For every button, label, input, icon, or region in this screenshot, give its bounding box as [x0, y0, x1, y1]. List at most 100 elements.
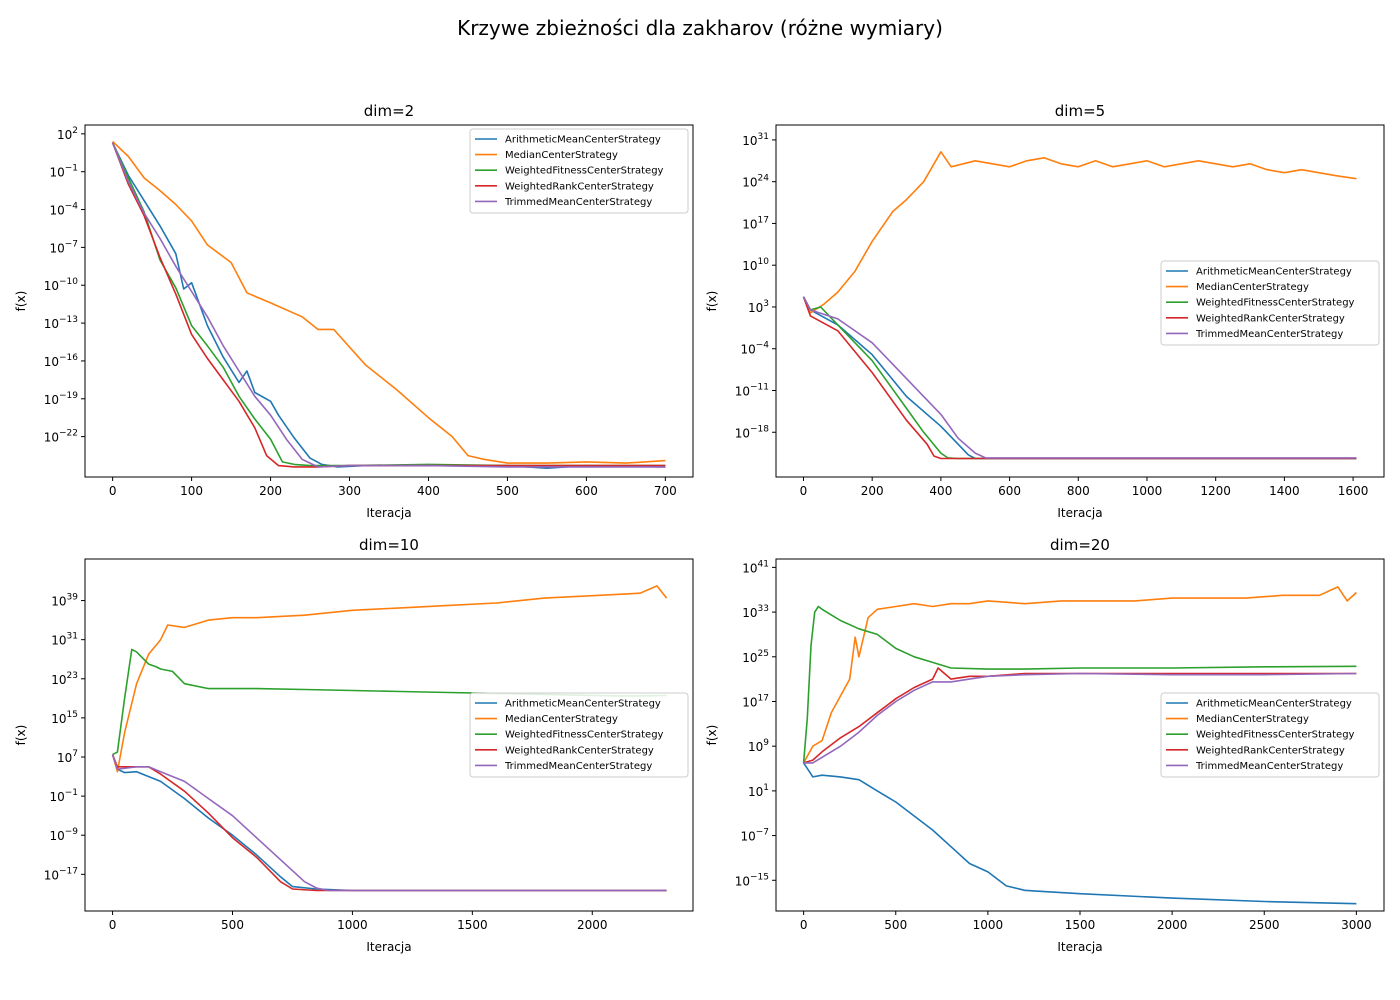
legend-entry: TrimmedMeanCenterStrategy [504, 197, 652, 208]
x-tick-label: 500 [221, 918, 244, 932]
legend-entry: MedianCenterStrategy [505, 714, 618, 725]
legend-entry: MedianCenterStrategy [1196, 282, 1309, 293]
x-tick-label: 200 [861, 484, 884, 498]
y-tick-label: 10−18 [735, 424, 770, 440]
legend-entry: MedianCenterStrategy [1196, 714, 1309, 725]
x-tick-label: 2000 [1157, 918, 1188, 932]
y-tick-label: 10−4 [740, 341, 769, 357]
legend-box [1160, 260, 1380, 346]
legend-entry: ArithmeticMeanCenterStrategy [1196, 267, 1352, 278]
legend-entry: WeightedFitnessCenterStrategy [505, 166, 664, 177]
subplot-3: 0 500 1000 1500 2000 1039 1031 1023 1015 107 10−1 1… [14, 536, 694, 954]
y-axis-label: f(x) [705, 725, 719, 746]
y-tick-label: 10−7 [49, 239, 78, 255]
x-axis-label: Iteracja [1057, 506, 1102, 520]
y-tick-label: 10−1 [49, 788, 78, 804]
x-axis-label: Iteracja [1057, 940, 1102, 954]
axes-frame [84, 558, 694, 912]
y-axis-label: f(x) [705, 291, 719, 312]
figure-title: Krzywe zbieżności dla zakharov (różne wy… [457, 16, 943, 40]
x-tick-label: 2500 [1249, 918, 1280, 932]
y-tick-label: 10−22 [44, 429, 78, 445]
y-tick-label: 10−7 [740, 828, 769, 844]
legend-entry: TrimmedMeanCenterStrategy [1195, 329, 1343, 340]
x-tick-label: 500 [496, 484, 519, 498]
y-tick-label: 1024 [742, 174, 769, 190]
series-line-MedianCenterStrategy [802, 151, 1357, 314]
x-tick-label: 300 [338, 484, 361, 498]
y-tick-label: 10−10 [44, 277, 79, 293]
legend-box [469, 128, 689, 214]
x-tick-label: 3000 [1341, 918, 1372, 932]
legend-entry: WeightedFitnessCenterStrategy [505, 730, 664, 741]
x-tick-label: 400 [417, 484, 440, 498]
x-tick-label: 200 [259, 484, 282, 498]
x-tick-label: 100 [180, 484, 203, 498]
y-tick-label: 1017 [742, 215, 769, 231]
y-tick-label: 10−9 [49, 827, 78, 843]
x-tick-label: 500 [884, 918, 907, 932]
x-tick-label: 1400 [1269, 484, 1300, 498]
x-tick-label: 0 [109, 484, 117, 498]
y-tick-label: 1033 [742, 604, 769, 620]
legend-entry: WeightedFitnessCenterStrategy [1196, 730, 1355, 741]
x-tick-label: 1500 [1065, 918, 1096, 932]
subplot-title: dim=5 [1055, 102, 1105, 120]
x-tick-label: 1500 [457, 918, 488, 932]
y-tick-label: 1031 [742, 132, 769, 148]
x-axis-label: Iteracja [366, 506, 411, 520]
x-tick-label: 1200 [1200, 484, 1231, 498]
y-tick-label: 10−11 [735, 382, 769, 398]
x-tick-label: 700 [654, 484, 677, 498]
legend-entry: WeightedRankCenterStrategy [505, 181, 654, 192]
subplot-1: 0 100 200 300 400 500 600 700 102 10−1 10−4 10−7 10−… [14, 102, 694, 520]
legend: ArithmeticMeanCenterStrategy MedianCenter… [469, 128, 689, 214]
legend: ArithmeticMeanCenterStrategy MedianCenter… [469, 692, 689, 778]
y-tick-label: 10−16 [44, 353, 79, 369]
subplot-title: dim=2 [364, 102, 414, 120]
x-tick-label: 0 [800, 918, 808, 932]
y-tick-label: 10−4 [49, 202, 78, 218]
y-tick-label: 1025 [742, 649, 769, 665]
x-tick-label: 0 [800, 484, 808, 498]
series-line-TrimmedMeanCenterStrategy [803, 672, 1357, 764]
legend-entry: WeightedRankCenterStrategy [1196, 745, 1345, 756]
y-tick-label: 109 [748, 738, 769, 754]
y-tick-label: 10−13 [44, 315, 78, 331]
legend-entry: ArithmeticMeanCenterStrategy [1196, 699, 1352, 710]
x-tick-label: 400 [929, 484, 952, 498]
series-line-WeightedFitnessCenterStrategy [111, 142, 666, 467]
series-line-WeightedFitnessCenterStrategy [802, 605, 1357, 763]
x-axis-label: Iteracja [366, 940, 411, 954]
legend-box [1160, 692, 1380, 778]
y-tick-label: 1023 [51, 671, 78, 687]
x-tick-label: 600 [998, 484, 1021, 498]
x-tick-label: 600 [575, 484, 598, 498]
y-tick-label: 1031 [51, 632, 78, 648]
x-tick-label: 1000 [973, 918, 1004, 932]
subplot-title: dim=10 [359, 536, 419, 554]
legend: ArithmeticMeanCenterStrategy MedianCenter… [1160, 260, 1380, 346]
y-tick-label: 1015 [51, 710, 78, 726]
series-line-TrimmedMeanCenterStrategy [111, 142, 666, 468]
series-line-MedianCenterStrategy [802, 586, 1357, 764]
legend-box [469, 692, 689, 778]
legend: ArithmeticMeanCenterStrategy MedianCenter… [1160, 692, 1380, 778]
y-tick-label: 1010 [742, 257, 769, 273]
y-tick-label: 10−1 [49, 164, 78, 180]
y-axis-label: f(x) [14, 291, 28, 312]
legend-entry: WeightedRankCenterStrategy [1196, 313, 1345, 324]
legend-entry: MedianCenterStrategy [505, 150, 618, 161]
series-line-TrimmedMeanCenterStrategy [802, 296, 1357, 459]
series-line-ArithmeticMeanCenterStrategy [802, 762, 1357, 905]
y-tick-label: 107 [57, 749, 78, 765]
series-line-MedianCenterStrategy [111, 585, 668, 773]
y-tick-label: 101 [748, 783, 769, 799]
legend-entry: TrimmedMeanCenterStrategy [504, 761, 652, 772]
series-line-TrimmedMeanCenterStrategy [111, 754, 667, 892]
subplot-4: 0 500 1000 1500 2000 2500 3000 1041 1033 1025 1017… [705, 536, 1385, 954]
x-tick-label: 0 [109, 918, 117, 932]
x-tick-label: 2000 [577, 918, 608, 932]
legend-entry: WeightedRankCenterStrategy [505, 745, 654, 756]
